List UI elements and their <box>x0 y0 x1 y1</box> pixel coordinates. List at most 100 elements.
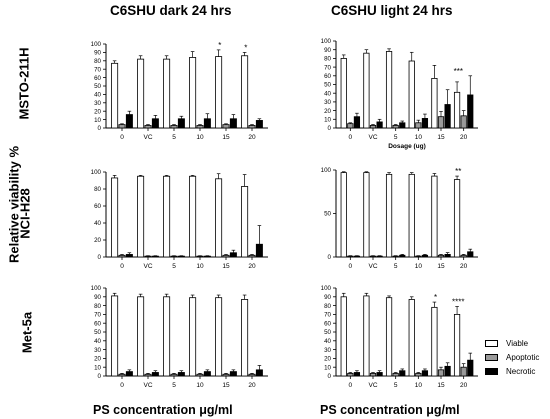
x-axis-label-dark: PS concentration μg/ml <box>93 403 233 417</box>
y-tick-label: 0 <box>328 373 332 380</box>
column-title-light: C6SHU light 24 hrs <box>331 3 453 18</box>
x-tick-label: 0 <box>349 263 353 270</box>
bar-viable <box>215 297 223 377</box>
bar-necrotic <box>255 369 263 377</box>
bar-necrotic <box>399 370 406 377</box>
y-tick-label: 70 <box>94 66 101 73</box>
y-tick-label: 90 <box>324 47 331 54</box>
bar-apoptotic <box>196 125 204 129</box>
bar-apoptotic <box>392 372 399 377</box>
y-tick-label: 50 <box>94 83 101 90</box>
bar-necrotic <box>421 118 429 129</box>
bar-viable <box>453 313 461 377</box>
bar-apoptotic <box>170 125 178 129</box>
bar-viable <box>189 175 197 258</box>
bar-apoptotic <box>248 373 256 377</box>
bar-necrotic <box>203 371 211 377</box>
y-tick-label: 100 <box>321 167 332 174</box>
bar-necrotic <box>376 255 383 258</box>
bar-viable <box>385 297 393 377</box>
y-tick-label: 0 <box>328 254 332 261</box>
significance-label: * <box>218 41 221 50</box>
bar-apoptotic <box>437 369 445 377</box>
bar-apoptotic <box>222 124 230 129</box>
y-tick-label: 100 <box>321 38 332 45</box>
y-tick-label: 60 <box>324 73 331 80</box>
y-tick-label: 10 <box>94 364 101 371</box>
bar-apoptotic <box>347 123 354 129</box>
x-tick-label: 10 <box>415 263 423 270</box>
y-tick-label: 10 <box>324 117 331 124</box>
bar-viable <box>408 299 415 377</box>
bar-apoptotic <box>347 372 354 377</box>
bar-apoptotic <box>196 373 204 377</box>
significance-label: *** <box>454 67 463 76</box>
legend-label-viable: Viable <box>506 338 529 348</box>
bar-viable <box>340 172 347 258</box>
bar-viable <box>189 57 197 129</box>
bar-necrotic <box>421 254 429 258</box>
x-tick-label: 0 <box>349 382 353 389</box>
x-tick-label: VC <box>143 134 152 141</box>
bar-viable <box>137 296 145 377</box>
bar-apoptotic <box>118 124 126 129</box>
bar-viable <box>111 177 119 258</box>
bar-viable <box>215 56 223 129</box>
y-tick-label: 50 <box>324 211 331 218</box>
bar-viable <box>385 173 393 258</box>
bar-necrotic <box>125 371 133 377</box>
bar-necrotic <box>177 255 185 258</box>
x-tick-label: 20 <box>460 263 468 270</box>
bar-necrotic <box>177 372 185 377</box>
x-tick-label: 0 <box>120 134 124 141</box>
bar-viable <box>363 295 370 377</box>
legend-swatch-necrotic <box>485 367 498 375</box>
bar-apoptotic <box>118 373 126 377</box>
legend-label-apoptotic: Apoptotic <box>506 352 540 362</box>
significance-label: **** <box>452 297 464 306</box>
bar-viable <box>163 175 171 258</box>
x-tick-label: 20 <box>248 263 256 270</box>
bar-viable <box>431 175 438 258</box>
bar-viable <box>340 296 347 377</box>
bar-apoptotic <box>437 116 445 129</box>
x-tick-label: 20 <box>460 382 468 389</box>
bar-necrotic <box>229 118 237 129</box>
x-tick-label: 5 <box>172 263 176 270</box>
x-tick-label: 15 <box>222 382 230 389</box>
y-tick-label: 60 <box>324 320 331 327</box>
bar-necrotic <box>399 254 406 258</box>
y-tick-label: 0 <box>328 125 332 132</box>
bar-apoptotic <box>144 125 152 129</box>
bar-viable <box>363 172 370 258</box>
x-tick-label: 5 <box>394 134 398 141</box>
y-tick-label: 50 <box>324 82 331 89</box>
legend-item-viable: Viable <box>485 336 539 350</box>
legend-swatch-apoptotic <box>485 353 498 361</box>
x-tick-label: 0 <box>120 382 124 389</box>
bar-viable <box>137 58 145 129</box>
y-tick-label: 100 <box>91 169 102 176</box>
bar-viable <box>431 78 438 129</box>
y-tick-label: 20 <box>94 237 101 244</box>
bar-viable <box>453 179 461 258</box>
x-tick-label: 15 <box>222 134 230 141</box>
bar-necrotic <box>229 371 237 377</box>
bar-apoptotic <box>144 255 152 258</box>
y-tick-label: 40 <box>94 338 101 345</box>
x-tick-label: 10 <box>196 382 204 389</box>
x-tick-label: 5 <box>394 382 398 389</box>
bar-viable <box>137 175 145 258</box>
bar-apoptotic <box>144 373 152 377</box>
x-tick-label: 10 <box>415 134 423 141</box>
y-tick-label: 100 <box>321 285 332 292</box>
legend-item-apoptotic: Apoptotic <box>485 350 539 364</box>
bar-necrotic <box>444 104 451 129</box>
bar-necrotic <box>125 254 133 258</box>
significance-label: ** <box>455 167 461 176</box>
y-tick-label: 20 <box>94 356 101 363</box>
legend: Viable Apoptotic Necrotic <box>485 336 539 378</box>
bar-necrotic <box>467 359 474 377</box>
bar-apoptotic <box>170 373 178 377</box>
y-tick-label: 60 <box>94 203 101 210</box>
